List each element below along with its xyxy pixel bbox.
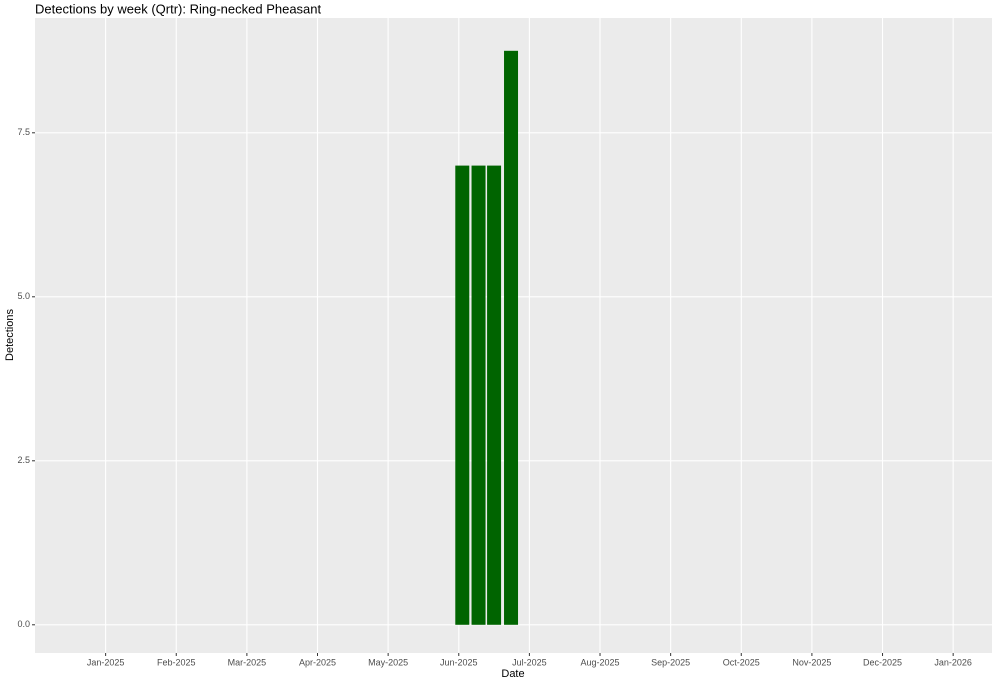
y-axis-title: Detections [4, 309, 16, 361]
x-tick-label: Dec-2025 [863, 657, 902, 667]
x-tick-label: Jul-2025 [512, 657, 547, 667]
x-tick-label: Nov-2025 [792, 657, 831, 667]
x-tick-label: Apr-2025 [299, 657, 336, 667]
x-tick-label: Aug-2025 [580, 657, 619, 667]
x-tick-label: Oct-2025 [723, 657, 760, 667]
bar [487, 165, 502, 625]
x-tick-label: Jan-2026 [934, 657, 972, 667]
x-tick-label: Mar-2025 [228, 657, 267, 667]
y-tick-label: 0.0 [17, 619, 30, 629]
x-tick-label: Jan-2025 [87, 657, 125, 667]
bar [471, 165, 486, 625]
chart-title: Detections by week (Qrtr): Ring-necked P… [35, 1, 322, 16]
x-tick-label: May-2025 [368, 657, 408, 667]
y-tick-label: 5.0 [17, 291, 30, 301]
bar [504, 50, 519, 625]
x-tick-label: Jun-2025 [440, 657, 478, 667]
x-tick-label: Sep-2025 [651, 657, 690, 667]
y-tick-label: 7.5 [17, 127, 30, 137]
bar [455, 165, 470, 625]
y-tick-label: 2.5 [17, 455, 30, 465]
x-axis-title: Date [501, 668, 524, 680]
x-tick-label: Feb-2025 [157, 657, 196, 667]
